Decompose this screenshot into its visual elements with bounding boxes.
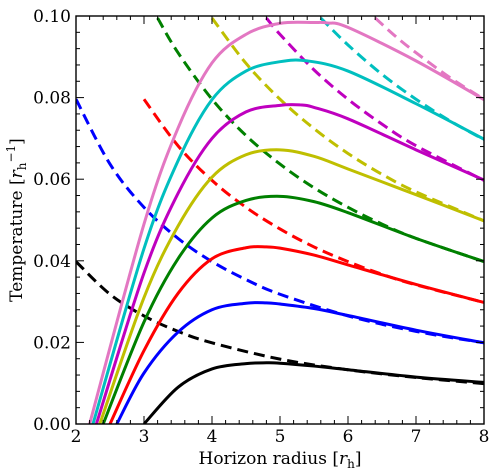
y-tick-label-4: 0.08 — [33, 89, 71, 109]
x-tick-label-5: 7 — [411, 427, 422, 447]
y-tick-label-2: 0.04 — [33, 252, 71, 272]
series-line-14-solid — [88, 20, 484, 424]
x-tick-label-0: 2 — [71, 427, 82, 447]
series-line-15-dashed — [374, 16, 484, 101]
x-axis-label: Horizon radius [rh] — [199, 449, 362, 471]
y-axis-label: Temperature [rh−1] — [4, 138, 29, 302]
series-line-11-dashed — [265, 17, 484, 182]
series-line-9-dashed — [210, 17, 484, 223]
series-line-8-solid — [98, 148, 484, 424]
series-line-12-solid — [91, 58, 484, 424]
x-tick-label-2: 4 — [207, 427, 218, 447]
y-tick-label-1: 0.02 — [33, 333, 71, 353]
x-tick-label-4: 6 — [343, 427, 354, 447]
y-tick-label-5: 0.10 — [33, 7, 71, 27]
x-tick-label-6: 8 — [479, 427, 490, 447]
series-line-3-dashed — [76, 98, 484, 345]
series-layer — [76, 16, 484, 424]
series-line-7-dashed — [156, 17, 484, 264]
series-line-2-solid — [115, 301, 484, 424]
y-tick-label-3: 0.06 — [33, 170, 71, 190]
series-line-13-dashed — [319, 16, 484, 141]
x-tick-label-3: 5 — [275, 427, 286, 447]
series-line-5-dashed — [142, 98, 484, 304]
ticks-layer: 2 3 4 5 6 7 8 0.00 0.02 0.04 0.06 0.08 0.10 — [33, 7, 489, 447]
x-tick-label-1: 3 — [139, 427, 150, 447]
series-line-10-solid — [94, 103, 484, 424]
series-line-0-solid — [142, 361, 484, 424]
y-tick-label-0: 0.00 — [33, 415, 71, 435]
